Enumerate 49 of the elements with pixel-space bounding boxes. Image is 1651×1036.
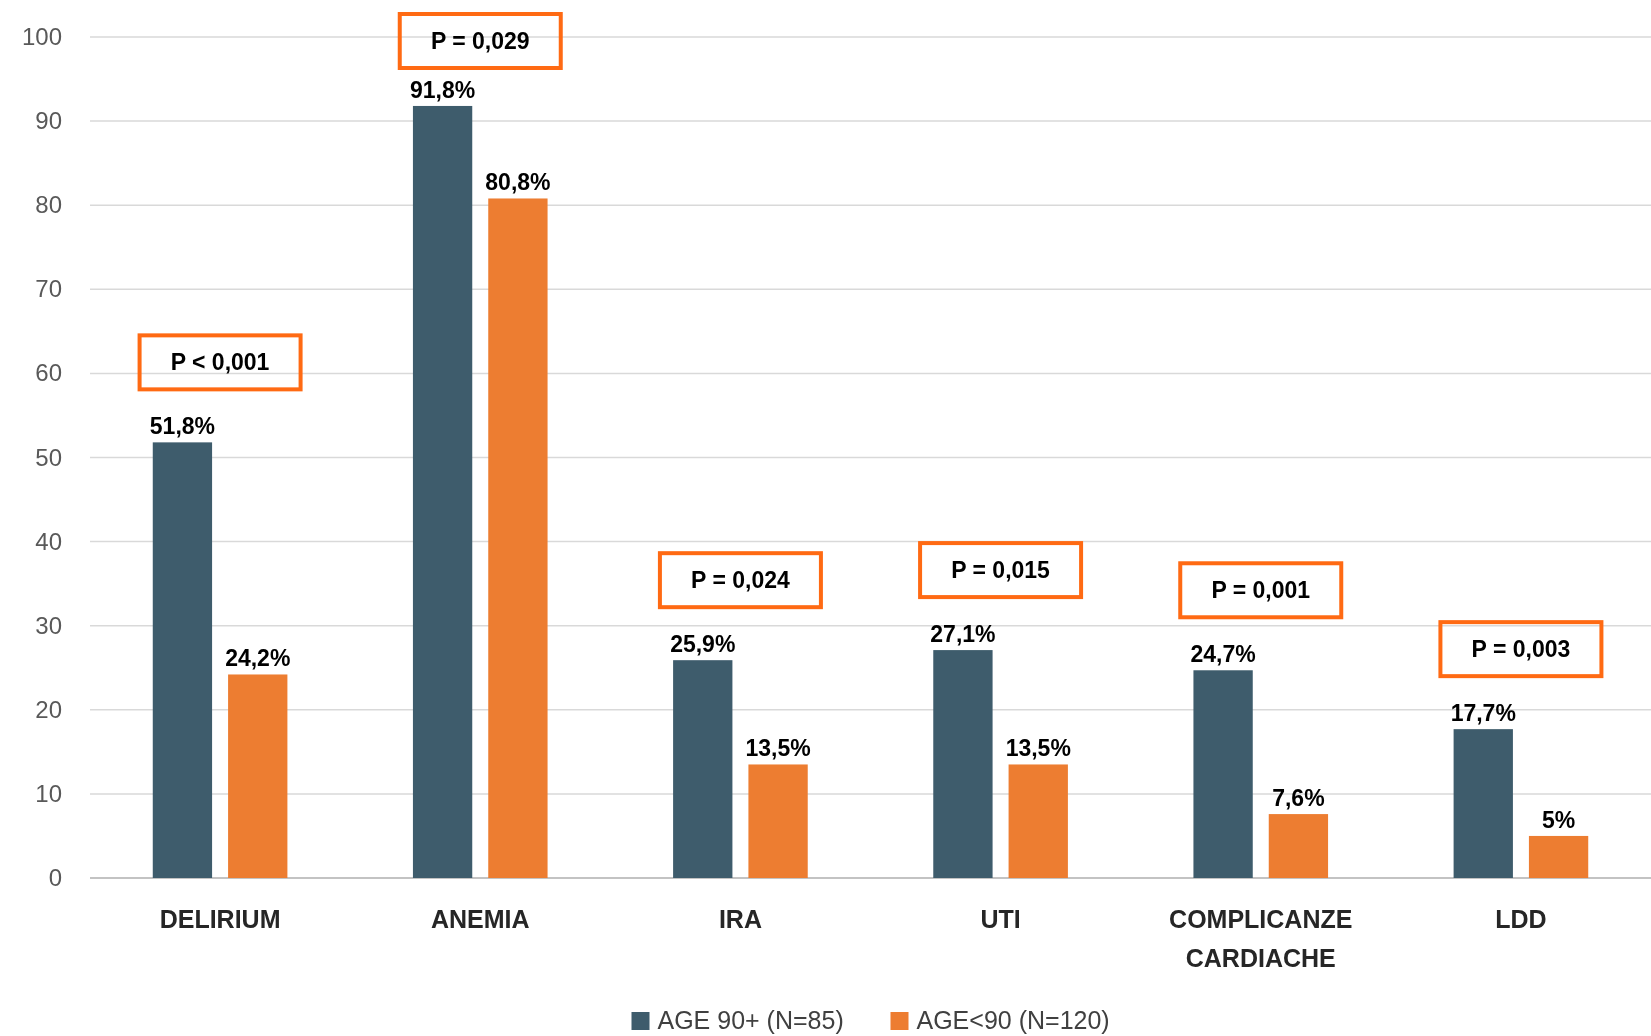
bar [1453, 729, 1513, 878]
y-tick-label: 80 [35, 191, 62, 219]
data-label: 24,7% [1190, 641, 1256, 668]
x-tick-label: IRA [718, 905, 762, 933]
y-tick-label: 70 [35, 275, 62, 303]
data-label: 27,1% [930, 621, 996, 648]
y-tick-label: 50 [35, 443, 62, 471]
y-tick-label: 20 [35, 695, 62, 723]
x-tick-label: UTI [980, 905, 1021, 933]
x-tick-label: DELIRIUM [159, 905, 281, 933]
legend-label: AGE<90 (N=120) [916, 1006, 1110, 1034]
data-label: 13,5% [745, 735, 811, 762]
y-tick-label: 30 [35, 611, 62, 639]
annotation: P < 0,001 [170, 349, 270, 376]
annotation: P = 0,003 [1471, 636, 1571, 663]
y-tick-label: 0 [48, 864, 62, 891]
x-tick-label: LDD [1495, 905, 1547, 933]
bar [1193, 670, 1253, 878]
legend-label: AGE 90+ (N=85) [657, 1006, 844, 1034]
bar [152, 442, 213, 878]
data-label: 7,6% [1272, 785, 1325, 812]
annotation: P = 0,029 [430, 28, 530, 54]
y-tick-label: 60 [35, 359, 62, 387]
data-label: 80,8% [485, 169, 551, 196]
annotation: P = 0,001 [1211, 577, 1311, 604]
bar [748, 764, 808, 878]
data-label: 13,5% [1005, 735, 1071, 762]
bar [412, 105, 473, 878]
bar [488, 198, 548, 878]
x-tick-label: ANEMIA [430, 905, 530, 933]
data-label: 17,7% [1450, 700, 1516, 727]
bar [1008, 764, 1068, 878]
bar [228, 674, 288, 878]
y-tick-label: 100 [21, 23, 62, 50]
bar [1268, 814, 1329, 878]
y-tick-label: 90 [35, 107, 62, 135]
data-label: 5% [1541, 806, 1576, 833]
bar [933, 650, 993, 878]
x-tick-label: COMPLICANZE CARDIACHE [1169, 905, 1353, 972]
data-label: 51,8% [149, 413, 216, 440]
annotation: P = 0,015 [951, 557, 1051, 584]
y-tick-label: 40 [35, 527, 62, 555]
data-label: 24,2% [225, 645, 291, 672]
data-label: 25,9% [670, 631, 736, 658]
data-label: 91,8% [409, 76, 476, 103]
y-tick-label: 10 [35, 779, 62, 807]
bar [1528, 835, 1589, 878]
bar [673, 660, 733, 878]
annotation: P = 0,024 [691, 567, 790, 594]
